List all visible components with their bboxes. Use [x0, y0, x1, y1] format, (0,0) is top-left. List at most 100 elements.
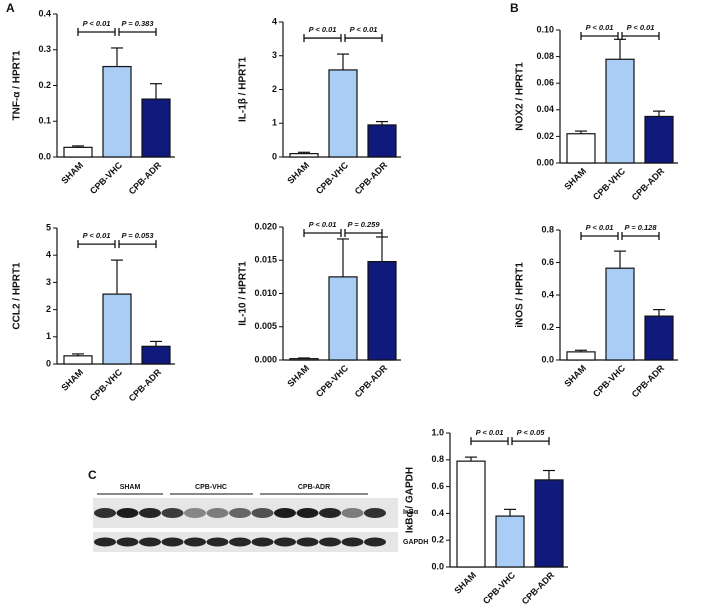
y-axis-label: NOX2 / HPRT1 [515, 62, 526, 131]
bar [102, 65, 132, 158]
bar [63, 355, 93, 365]
blot-band [161, 537, 184, 547]
y-tick-label: 0.0 [431, 561, 444, 571]
blot-band [229, 508, 251, 518]
blot-band [341, 508, 364, 518]
x-tick-label: CPB-VHC [314, 363, 350, 399]
protein-label: IκBα [403, 509, 419, 516]
bar [367, 124, 397, 158]
blot-band [139, 537, 161, 547]
y-tick-label: 0.6 [541, 257, 554, 267]
y-axis-label: IL-1β / HPRT1 [238, 57, 249, 122]
bar [644, 315, 674, 361]
panel-label: A [6, 1, 15, 15]
blot-band [364, 537, 386, 547]
y-tick-label: 0.2 [38, 80, 51, 90]
sig-label: P = 0.053 [121, 231, 154, 240]
x-tick-label: SHAM [285, 160, 311, 186]
x-tick-label: CPB-VHC [314, 160, 350, 196]
bar [141, 98, 171, 158]
bar [102, 293, 132, 365]
y-tick-label: 0.2 [431, 535, 444, 545]
y-tick-label: 0.08 [536, 51, 554, 61]
x-tick-label: CPB-ADR [127, 160, 164, 197]
y-tick-label: 5 [46, 222, 51, 232]
y-tick-label: 3 [46, 277, 51, 287]
x-tick-label: SHAM [59, 160, 85, 186]
y-tick-label: 0.4 [541, 289, 554, 299]
sig-label: P < 0.01 [350, 25, 378, 34]
x-tick-label: SHAM [285, 363, 311, 389]
blot-band [251, 508, 274, 518]
sig-label: P < 0.01 [586, 223, 614, 232]
y-tick-label: 0.0 [541, 354, 554, 364]
blot-band [94, 508, 116, 518]
y-tick-label: 0.8 [431, 454, 444, 464]
x-tick-label: SHAM [452, 570, 478, 596]
blot-band [161, 508, 184, 518]
sig-label: P < 0.05 [517, 428, 546, 437]
y-tick-label: 0.00 [536, 157, 554, 167]
bar [605, 58, 635, 164]
x-tick-label: SHAM [562, 363, 588, 389]
y-tick-label: 0.3 [38, 44, 51, 54]
y-tick-label: 0.4 [38, 8, 51, 18]
sig-label: P < 0.01 [83, 19, 111, 28]
x-tick-label: CPB-ADR [127, 367, 164, 404]
y-tick-label: 0.1 [38, 116, 51, 126]
bar [328, 69, 358, 158]
bar [289, 358, 319, 361]
group-label: SHAM [120, 484, 141, 491]
y-tick-label: 4 [46, 250, 51, 260]
blot-band [296, 537, 319, 547]
protein-label: GAPDH [403, 539, 428, 546]
blot-band [341, 537, 364, 547]
y-axis-label: CCL2 / HPRT1 [12, 262, 23, 330]
y-axis-label: TNF-α / HPRT1 [12, 50, 23, 120]
blot-band [319, 508, 341, 518]
blot-band [296, 508, 319, 518]
y-tick-label: 0.04 [536, 104, 554, 114]
y-tick-label: 0.4 [431, 508, 444, 518]
sig-label: P = 0.383 [121, 19, 154, 28]
sig-label: P = 0.259 [347, 220, 380, 229]
bar [141, 345, 171, 365]
blot-band [319, 537, 341, 547]
y-tick-label: 1 [272, 118, 277, 128]
x-tick-label: CPB-ADR [353, 160, 390, 197]
y-axis-label: iNOS / HPRT1 [515, 262, 526, 328]
x-tick-label: CPB-VHC [88, 367, 124, 403]
y-axis-label: IL-10 / HPRT1 [238, 261, 249, 326]
x-tick-label: CPB-VHC [481, 570, 517, 606]
y-tick-label: 1.0 [431, 427, 444, 437]
bar [289, 153, 319, 158]
bar [566, 351, 596, 361]
y-tick-label: 0.010 [254, 288, 277, 298]
y-tick-label: 2 [272, 84, 277, 94]
bar [644, 115, 674, 164]
sig-label: P < 0.01 [309, 220, 337, 229]
bar [367, 260, 397, 361]
x-tick-label: CPB-ADR [630, 363, 667, 400]
x-tick-label: CPB-ADR [520, 570, 557, 607]
group-label: CPB-ADR [298, 484, 330, 491]
sig-label: P < 0.01 [83, 231, 111, 240]
y-tick-label: 0 [272, 151, 277, 161]
y-tick-label: 0.005 [254, 321, 277, 331]
y-tick-label: 0.015 [254, 255, 277, 265]
blot-band [274, 508, 296, 518]
bar [566, 133, 596, 164]
blot-band [229, 537, 251, 547]
x-tick-label: CPB-VHC [88, 160, 124, 196]
bar [495, 515, 525, 568]
bar [605, 267, 635, 361]
y-tick-label: 0.020 [254, 221, 277, 231]
bar [328, 276, 358, 361]
sig-label: P < 0.01 [309, 25, 337, 34]
panel-label: C [88, 468, 97, 482]
blot-band [364, 508, 386, 518]
x-tick-label: CPB-ADR [630, 166, 667, 203]
group-label: CPB-VHC [195, 484, 227, 491]
y-tick-label: 0.8 [541, 224, 554, 234]
